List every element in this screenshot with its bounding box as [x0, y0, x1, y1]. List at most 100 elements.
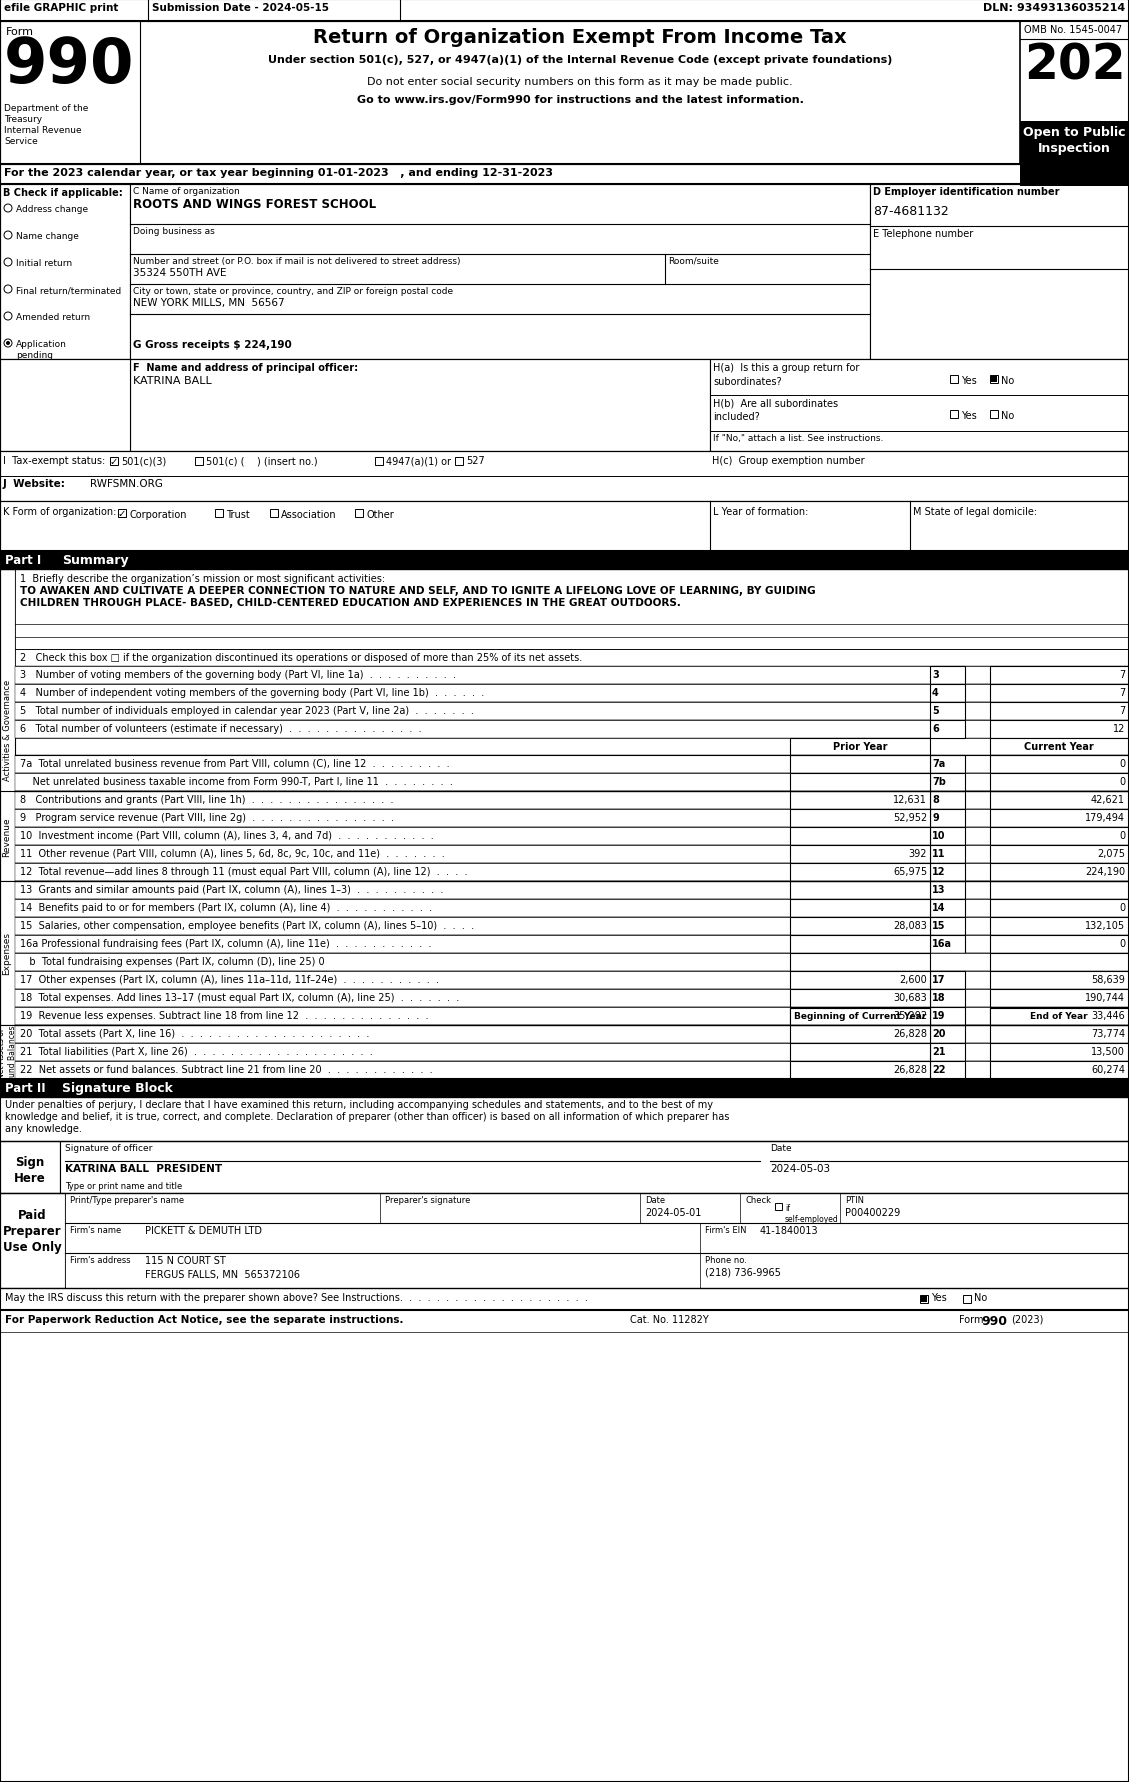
Bar [930, 864, 965, 882]
Bar [930, 918, 965, 936]
Text: Amended return: Amended return [16, 314, 90, 323]
Text: 527: 527 [466, 456, 484, 465]
Text: Cat. No. 11282Y: Cat. No. 11282Y [630, 1315, 709, 1324]
Bar [15, 936, 1129, 953]
Bar [990, 720, 1129, 738]
Text: C Name of organization: C Name of organization [133, 187, 239, 196]
Bar [790, 1009, 930, 1025]
Text: No: No [974, 1292, 987, 1303]
Text: 6   Total number of volunteers (estimate if necessary)  .  .  .  .  .  .  .  .  : 6 Total number of volunteers (estimate i… [20, 723, 421, 734]
Bar [949, 376, 959, 383]
Text: TO AWAKEN AND CULTIVATE A DEEPER CONNECTION TO NATURE AND SELF, AND TO IGNITE A : TO AWAKEN AND CULTIVATE A DEEPER CONNECT… [20, 586, 815, 595]
Bar [455, 458, 463, 465]
Bar [15, 918, 1129, 936]
Bar [930, 1007, 965, 1025]
Bar [375, 458, 383, 465]
Text: F  Name and address of principal officer:: F Name and address of principal officer: [133, 364, 358, 372]
Text: 28,083: 28,083 [893, 921, 927, 930]
Text: Open to Public
Inspection: Open to Public Inspection [1023, 127, 1126, 155]
Text: 13  Grants and similar amounts paid (Part IX, column (A), lines 1–3)  .  .  .  .: 13 Grants and similar amounts paid (Part… [20, 884, 444, 895]
Text: 7: 7 [1119, 706, 1124, 716]
Bar [119, 510, 126, 519]
Text: 0: 0 [1119, 759, 1124, 768]
Text: Phone no.: Phone no. [704, 1255, 747, 1263]
Text: If "No," attach a list. See instructions.: If "No," attach a list. See instructions… [714, 433, 883, 442]
Text: Final return/terminated: Final return/terminated [16, 285, 121, 294]
Bar [710, 360, 1129, 453]
Bar [790, 882, 930, 900]
Bar [0, 166, 1129, 185]
Bar [990, 791, 1129, 809]
Text: Print/Type preparer's name: Print/Type preparer's name [70, 1196, 184, 1205]
Text: 115 N COURT ST: 115 N COURT ST [145, 1255, 226, 1265]
Text: 7a  Total unrelated business revenue from Part VIII, column (C), line 12  .  .  : 7a Total unrelated business revenue from… [20, 759, 449, 768]
Text: E Telephone number: E Telephone number [873, 228, 973, 239]
Text: 9: 9 [933, 813, 938, 823]
Text: RWFSMN.ORG: RWFSMN.ORG [90, 479, 163, 488]
Text: Signature Block: Signature Block [62, 1082, 173, 1094]
Bar [930, 756, 965, 773]
Bar [790, 1062, 930, 1080]
Text: 20: 20 [933, 1028, 945, 1039]
Text: Corporation: Corporation [129, 510, 186, 520]
Bar [790, 738, 930, 756]
Text: 6: 6 [933, 723, 938, 734]
Text: 2024-05-03: 2024-05-03 [770, 1164, 830, 1173]
Text: 60,274: 60,274 [1091, 1064, 1124, 1075]
Text: I  Tax-exempt status:: I Tax-exempt status: [3, 456, 105, 465]
Text: Name change: Name change [16, 232, 79, 241]
Text: Net Assets or
Fund Balances: Net Assets or Fund Balances [0, 1025, 17, 1080]
Text: DLN: 93493136035214: DLN: 93493136035214 [982, 4, 1124, 12]
Bar [15, 1007, 1129, 1025]
Text: subordinates?: subordinates? [714, 376, 781, 387]
Bar [15, 900, 1129, 918]
Text: Beginning of Current Year: Beginning of Current Year [794, 1012, 926, 1021]
Text: 41-1840013: 41-1840013 [760, 1226, 819, 1235]
Bar [930, 1062, 965, 1080]
Text: City or town, state or province, country, and ZIP or foreign postal code: City or town, state or province, country… [133, 287, 453, 296]
Text: Room/suite: Room/suite [668, 257, 719, 266]
Bar [930, 720, 965, 738]
Text: 190,744: 190,744 [1085, 993, 1124, 1003]
Text: Do not enter social security numbers on this form as it may be made public.: Do not enter social security numbers on … [367, 77, 793, 87]
Text: ROOTS AND WINGS FOREST SCHOOL: ROOTS AND WINGS FOREST SCHOOL [133, 198, 376, 210]
Bar [930, 809, 965, 827]
Text: 5: 5 [933, 706, 938, 716]
Bar [15, 953, 1129, 971]
Bar [990, 773, 1129, 791]
Bar [990, 666, 1129, 684]
Text: 3: 3 [933, 670, 938, 679]
Text: Application
pending: Application pending [16, 340, 67, 360]
Text: 3   Number of voting members of the governing body (Part VI, line 1a)  .  .  .  : 3 Number of voting members of the govern… [20, 670, 456, 679]
Bar [15, 666, 1129, 684]
Bar [949, 412, 959, 419]
Text: 0: 0 [1119, 830, 1124, 841]
Bar [790, 971, 930, 989]
Text: Summary: Summary [62, 554, 129, 567]
Text: 2024-05-01: 2024-05-01 [645, 1208, 701, 1217]
Text: Activities & Governance: Activities & Governance [2, 679, 11, 781]
Bar [0, 1288, 1129, 1310]
Text: Trust: Trust [226, 510, 250, 520]
Bar [0, 570, 15, 889]
Text: 10  Investment income (Part VIII, column (A), lines 3, 4, and 7d)  .  .  .  .  .: 10 Investment income (Part VIII, column … [20, 830, 434, 841]
Text: 16a: 16a [933, 939, 952, 948]
Text: Type or print name and title: Type or print name and title [65, 1181, 182, 1190]
Bar [215, 510, 224, 519]
Text: 35324 550TH AVE: 35324 550TH AVE [133, 267, 227, 278]
Bar [930, 1025, 965, 1044]
Text: 179,494: 179,494 [1085, 813, 1124, 823]
Bar [930, 989, 965, 1007]
Bar [991, 376, 997, 383]
Text: 30,683: 30,683 [893, 993, 927, 1003]
Text: Form: Form [6, 27, 34, 37]
Text: NEW YORK MILLS, MN  56567: NEW YORK MILLS, MN 56567 [133, 298, 285, 308]
Text: No: No [1001, 376, 1014, 385]
Text: Current Year: Current Year [1024, 741, 1094, 752]
Text: 33,446: 33,446 [1092, 1010, 1124, 1021]
Bar [790, 953, 930, 971]
Text: 22  Net assets or fund balances. Subtract line 21 from line 20  .  .  .  .  .  .: 22 Net assets or fund balances. Subtract… [20, 1064, 432, 1075]
Bar [0, 1194, 65, 1288]
Text: 14: 14 [933, 902, 945, 912]
Text: For Paperwork Reduction Act Notice, see the separate instructions.: For Paperwork Reduction Act Notice, see … [5, 1315, 403, 1324]
